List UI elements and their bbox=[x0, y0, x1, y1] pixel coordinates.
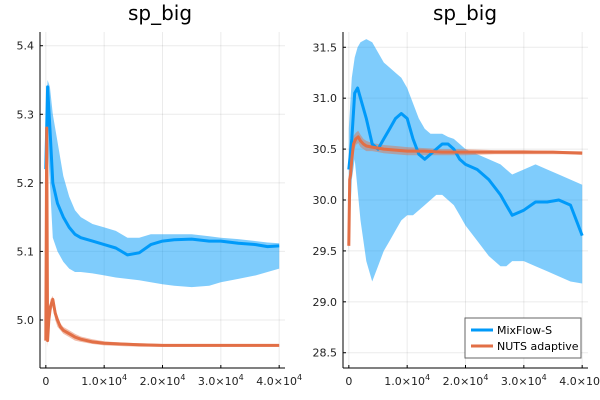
legend-label-mixflow: MixFlow-S bbox=[497, 324, 552, 337]
y-tick-label: 31.0 bbox=[313, 92, 338, 105]
x-tick-label: 3.0×104 bbox=[501, 373, 547, 388]
x-tick-label: 1.0×104 bbox=[384, 373, 430, 388]
x-tick-label: 2.0×104 bbox=[443, 373, 489, 388]
x-tick-label: 0 bbox=[42, 375, 49, 388]
band-mixflow bbox=[348, 39, 583, 284]
y-tick-label: 30.0 bbox=[313, 194, 338, 207]
right-panel: sp_big 28.5 29.0 29.5 30.0 30.5 31.0 31.5 0 1.0×… bbox=[313, 1, 600, 388]
band-nuts bbox=[348, 130, 583, 251]
legend-label-nuts: NUTS adaptive bbox=[497, 340, 579, 353]
y-tick-label: 5.2 bbox=[17, 177, 35, 190]
left-chart-title: sp_big bbox=[128, 1, 192, 25]
x-tick-label: 4.0×104 bbox=[559, 373, 600, 388]
y-tick-label: 5.0 bbox=[17, 314, 35, 327]
y-tick-label: 5.4 bbox=[17, 40, 35, 53]
x-tick-label: 3.0×104 bbox=[198, 373, 244, 388]
y-tick-label: 5.1 bbox=[17, 245, 35, 258]
x-tick-label: 0 bbox=[345, 375, 352, 388]
x-tick-label: 1.0×104 bbox=[81, 373, 127, 388]
right-chart-title: sp_big bbox=[433, 1, 497, 25]
y-tick-label: 29.5 bbox=[313, 245, 338, 258]
x-tick-label: 4.0×104 bbox=[256, 373, 302, 388]
legend-box bbox=[464, 317, 582, 359]
legend: MixFlow-S NUTS adaptive bbox=[464, 317, 582, 359]
line-nuts bbox=[347, 135, 583, 246]
y-tick-label: 28.5 bbox=[313, 347, 338, 360]
band-mixflow bbox=[45, 80, 280, 288]
x-tick-label: 2.0×104 bbox=[140, 373, 186, 388]
y-tick-label: 30.5 bbox=[313, 143, 338, 156]
y-tick-label: 5.3 bbox=[17, 108, 35, 121]
line-mixflow bbox=[44, 85, 280, 257]
line-nuts bbox=[44, 126, 280, 347]
left-panel: sp_big 5.0 5.1 5.2 5.3 5.4 0 1.0×104 2.0×104 3.0… bbox=[17, 1, 303, 388]
y-tick-label: 31.5 bbox=[313, 41, 338, 54]
y-tick-label: 29.0 bbox=[313, 296, 338, 309]
